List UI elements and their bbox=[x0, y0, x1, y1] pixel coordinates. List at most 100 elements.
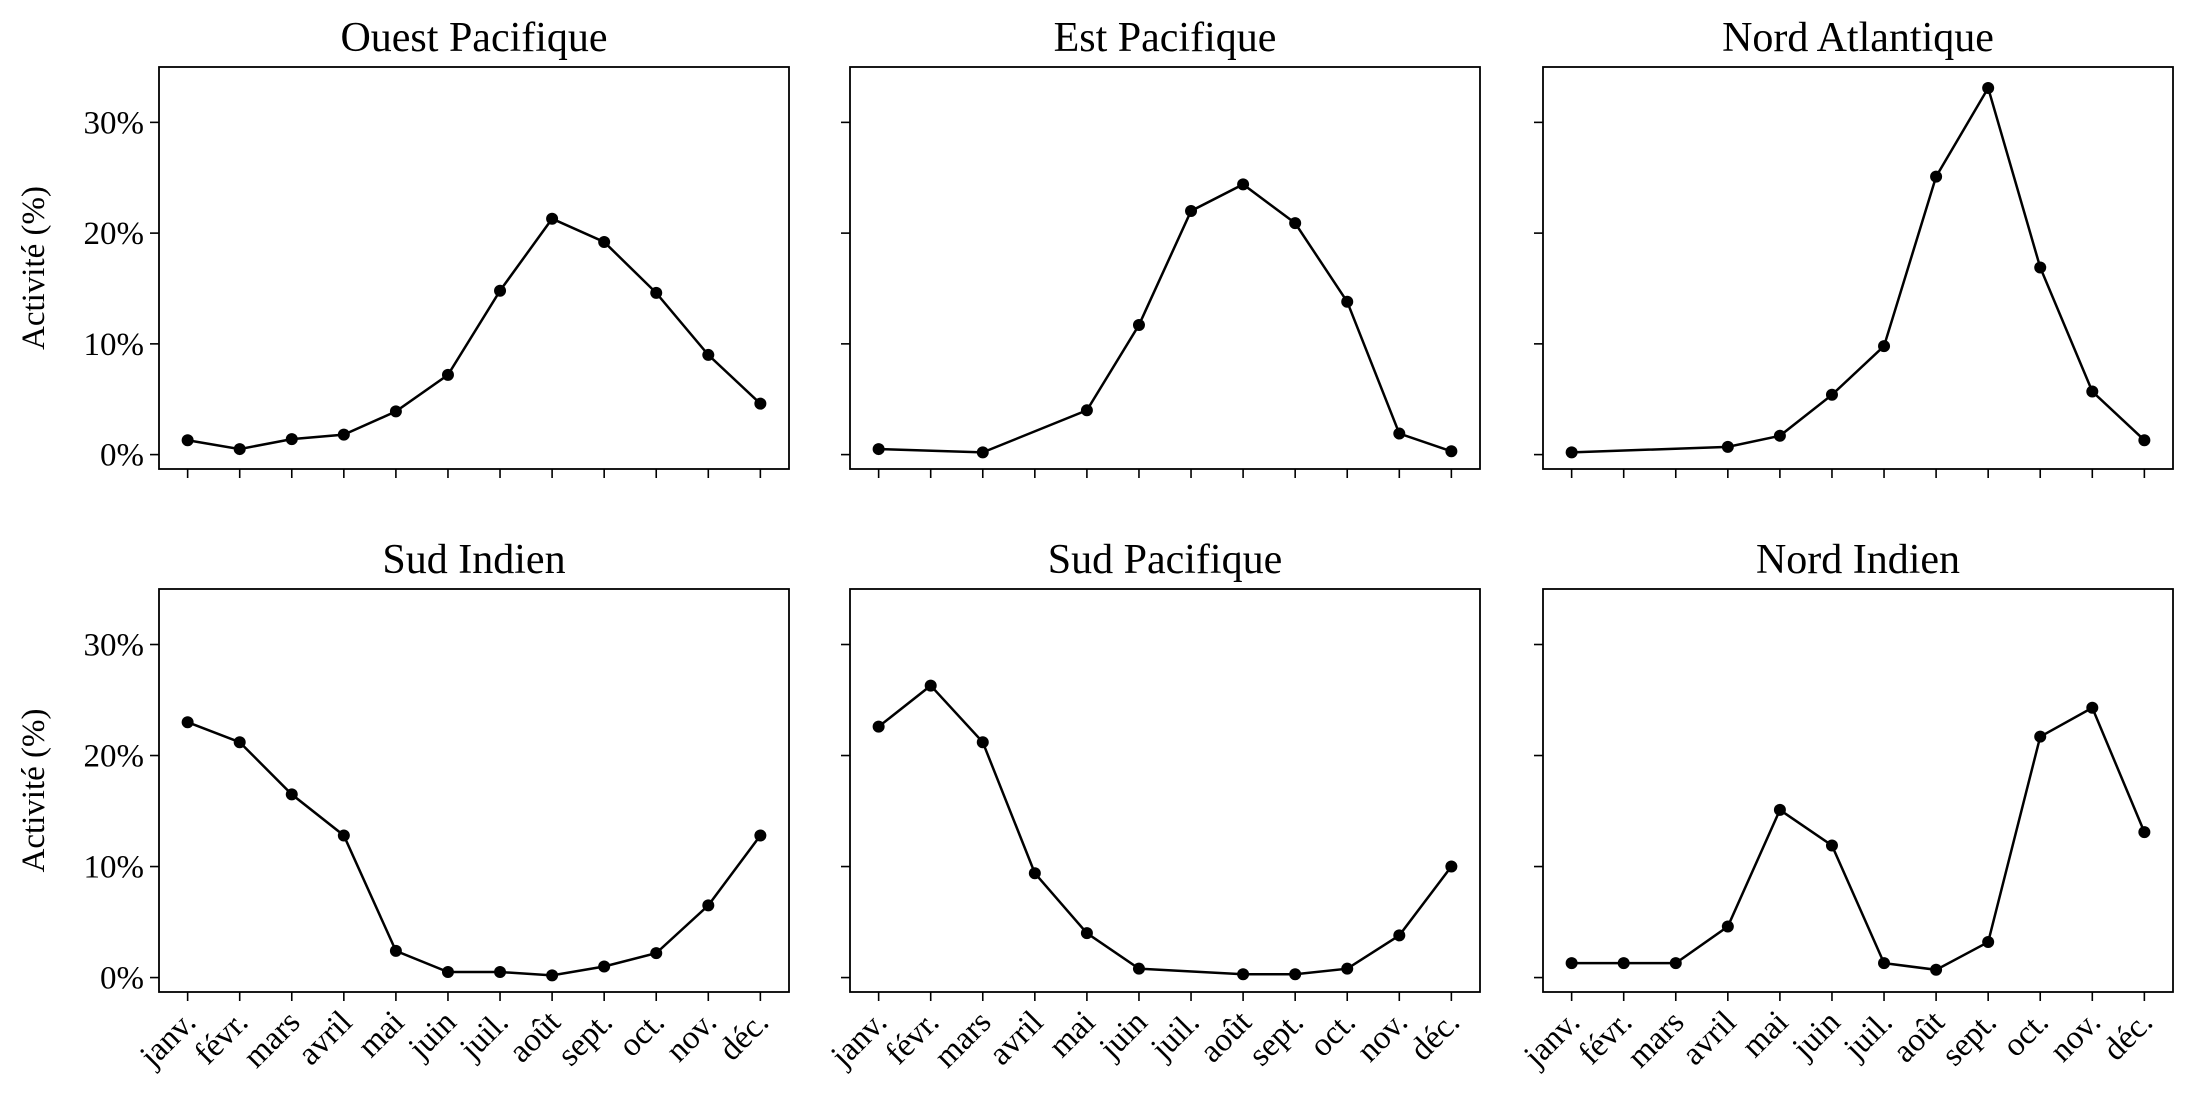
y-tick-label: 10% bbox=[84, 850, 145, 886]
x-tick-label: avril bbox=[982, 1004, 1050, 1072]
data-point bbox=[494, 966, 507, 979]
data-point bbox=[924, 679, 937, 692]
axes-frame bbox=[1542, 588, 2174, 993]
data-point bbox=[1185, 204, 1198, 217]
data-point bbox=[1341, 295, 1354, 308]
data-point bbox=[1930, 963, 1943, 976]
series-line bbox=[187, 217, 762, 451]
data-point bbox=[1289, 217, 1302, 230]
data-point bbox=[702, 899, 715, 912]
data-point bbox=[2138, 826, 2151, 839]
data-point bbox=[1930, 170, 1943, 183]
data-point bbox=[598, 235, 611, 248]
series-line bbox=[187, 721, 762, 977]
subplot: Ouest Pacifique 0% 10% 20% 30% Activité (%) bbox=[16, 15, 790, 478]
subplot: Est Pacifique bbox=[841, 15, 1481, 478]
subplot-title: Nord Atlantique bbox=[1722, 15, 1994, 61]
data-point bbox=[285, 788, 298, 801]
y-tick-label: 20% bbox=[84, 216, 145, 252]
subplot-title: Nord Indien bbox=[1756, 537, 1960, 583]
data-point bbox=[754, 397, 767, 410]
subplot: Nord Atlantique bbox=[1534, 15, 2174, 478]
data-point bbox=[2086, 701, 2099, 714]
data-point bbox=[1773, 429, 1786, 442]
axes-frame bbox=[1542, 66, 2174, 470]
data-point bbox=[1237, 968, 1250, 981]
y-tick-label: 10% bbox=[84, 327, 145, 363]
data-point bbox=[1825, 388, 1838, 401]
x-tick-label: mai bbox=[351, 1004, 411, 1064]
data-point bbox=[1445, 860, 1458, 873]
x-tick-label: nov. bbox=[1350, 1004, 1415, 1069]
data-point bbox=[2034, 261, 2047, 274]
data-point bbox=[754, 829, 767, 842]
data-point bbox=[650, 286, 663, 299]
data-point bbox=[1132, 319, 1145, 332]
x-tick-label: déc. bbox=[712, 1004, 776, 1068]
subplot-title: Sud Indien bbox=[382, 537, 565, 583]
data-point bbox=[872, 443, 885, 456]
data-point bbox=[1982, 82, 1995, 95]
y-tick-label: 20% bbox=[84, 739, 145, 775]
data-point bbox=[441, 368, 454, 381]
data-point bbox=[1565, 446, 1578, 459]
data-point bbox=[285, 433, 298, 446]
data-point bbox=[1080, 404, 1093, 417]
data-point bbox=[233, 736, 246, 749]
x-tick-label: févr. bbox=[879, 1004, 947, 1072]
data-point bbox=[494, 284, 507, 297]
x-tick-label: févr. bbox=[188, 1004, 256, 1072]
data-point bbox=[976, 736, 989, 749]
x-tick-label: août bbox=[502, 1004, 568, 1070]
x-tick-label: déc. bbox=[1403, 1004, 1467, 1068]
subplot: Sud Indien 0% 10% 20% 30% Activité (%) janv.fé… bbox=[16, 537, 790, 1075]
y-tick-label: 0% bbox=[100, 438, 144, 474]
y-tick-label: 30% bbox=[84, 105, 145, 141]
data-point bbox=[650, 947, 663, 960]
x-tick-label: mars bbox=[237, 1004, 308, 1075]
series-line bbox=[1571, 706, 2146, 972]
x-tick-label: août bbox=[1886, 1004, 1952, 1070]
x-tick-label: juin bbox=[1092, 1004, 1154, 1066]
axes-frame bbox=[849, 66, 1481, 470]
subplot: Nord Indien janv.févr.marsavrilmaijuinjui… bbox=[1517, 537, 2174, 1075]
data-point bbox=[1237, 178, 1250, 191]
x-tick-label: févr. bbox=[1572, 1004, 1640, 1072]
x-tick-label: sept. bbox=[1242, 1004, 1311, 1073]
x-tick-label: oct. bbox=[1303, 1004, 1363, 1064]
x-tick-label: oct. bbox=[612, 1004, 672, 1064]
x-tick-label: janv. bbox=[133, 1004, 204, 1075]
data-point bbox=[872, 720, 885, 733]
data-point bbox=[389, 944, 402, 957]
data-point bbox=[233, 443, 246, 456]
x-tick-label: mars bbox=[928, 1004, 999, 1075]
data-point bbox=[1982, 936, 1995, 949]
x-tick-label: avril bbox=[1675, 1004, 1743, 1072]
data-point bbox=[1028, 867, 1041, 880]
axes-frame bbox=[158, 66, 790, 470]
data-point bbox=[1341, 962, 1354, 975]
data-point bbox=[181, 434, 194, 447]
axes-frame bbox=[158, 588, 790, 993]
data-point bbox=[1080, 927, 1093, 940]
data-point bbox=[1445, 445, 1458, 458]
data-point bbox=[337, 428, 350, 441]
x-tick-label: déc. bbox=[2096, 1004, 2160, 1068]
data-point bbox=[2138, 434, 2151, 447]
x-tick-label: sept. bbox=[1935, 1004, 2004, 1073]
x-tick-label: oct. bbox=[1996, 1004, 2056, 1064]
x-tick-label: nov. bbox=[2043, 1004, 2108, 1069]
x-tick-label: août bbox=[1193, 1004, 1259, 1070]
data-point bbox=[1669, 957, 1682, 970]
y-tick-label: 0% bbox=[100, 961, 144, 997]
series-line bbox=[1571, 84, 2146, 454]
x-tick-label: mai bbox=[1735, 1004, 1795, 1064]
x-tick-label: mars bbox=[1621, 1004, 1692, 1075]
data-point bbox=[1721, 920, 1734, 933]
data-point bbox=[2034, 730, 2047, 743]
data-point bbox=[598, 960, 611, 973]
data-point bbox=[441, 966, 454, 979]
x-tick-label: juil. bbox=[1144, 1004, 1207, 1067]
data-point bbox=[1825, 839, 1838, 852]
